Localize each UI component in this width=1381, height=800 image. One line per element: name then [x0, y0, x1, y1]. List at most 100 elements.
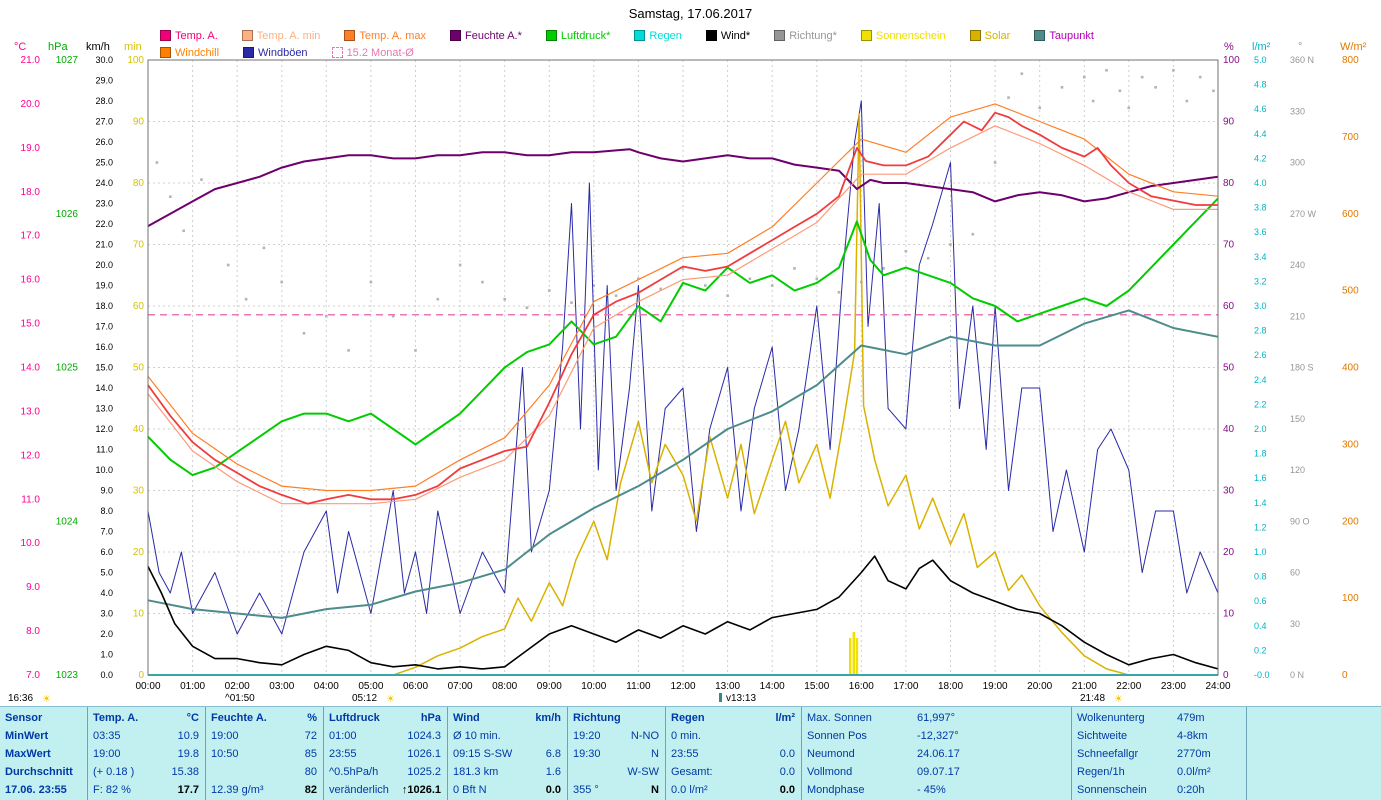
svg-text:27.0: 27.0 [95, 117, 113, 127]
legend-item-solar: Solar [969, 29, 1011, 42]
svg-text:1.6: 1.6 [1254, 473, 1267, 483]
legend-label: Solar [984, 29, 1011, 42]
column-header-label: Feuchte A. [211, 712, 267, 724]
svg-text:4.0: 4.0 [100, 588, 113, 598]
info-label: Mondphase [807, 784, 865, 796]
column-header-label: Luftdruck [329, 712, 380, 724]
table-cell-row: 09:15 S-SW 6.8 [448, 745, 567, 763]
legend-label: Temp. A. max [359, 29, 427, 42]
svg-text:08:00: 08:00 [492, 681, 517, 692]
legend-label: Wind* [720, 29, 751, 42]
svg-text:04:00: 04:00 [314, 681, 339, 692]
table-col-luftdruck: Luftdruck hPa 01:00 1024.3 23:55 1026.1 ^0.5hP… [324, 707, 448, 800]
svg-text:5.0: 5.0 [1254, 55, 1267, 65]
x-axis-labels: 00:00 01:00 02:00 03:00 04:00 05:00 06:00 07:00… [135, 681, 1230, 692]
svg-text:100: 100 [1223, 55, 1240, 66]
legend-item-taupunkt: Taupunkt [1034, 30, 1094, 42]
info-row: Regen/1h 0.0l/m² [1072, 763, 1246, 781]
svg-text:29.0: 29.0 [95, 76, 113, 86]
svg-text:-0.0: -0.0 [1254, 670, 1270, 680]
svg-text:180 S: 180 S [1290, 363, 1314, 373]
svg-text:9.0: 9.0 [100, 486, 113, 496]
axis-unit-deg: ° [1298, 41, 1302, 53]
table-cell-row: 181.3 km 1.6 [448, 763, 567, 781]
column-header-unit: km/h [535, 712, 561, 724]
chart-legend: Temp. A. Temp. A. min Temp. A. max Feuchte … [160, 28, 1094, 62]
cell-value: 10.9 [177, 730, 199, 742]
legend-item-richtung-: Richtung* [774, 30, 837, 42]
cell-detail: 19:00 [93, 748, 121, 760]
svg-text:300: 300 [1342, 439, 1359, 450]
info-row: Sonnenschein 0:20h [1072, 781, 1246, 799]
info-value: 0.0l/m² [1177, 766, 1211, 778]
series-wind [147, 555, 1219, 670]
column-header-unit: hPa [420, 712, 441, 724]
svg-text:100: 100 [1342, 593, 1359, 604]
info-row: Vollmond 09.07.17 [802, 763, 1071, 781]
moonset-tick-icon [719, 693, 722, 702]
svg-text:19:00: 19:00 [983, 681, 1008, 692]
svg-text:500: 500 [1342, 286, 1359, 297]
cell-value: ↑1026.1 [401, 784, 441, 796]
svg-text:70: 70 [133, 240, 145, 251]
svg-text:3.0: 3.0 [100, 609, 113, 619]
cell-value: N [651, 784, 659, 796]
column-header-unit: % [307, 712, 317, 724]
time-marker-label: v13:13 [726, 693, 756, 704]
legend-item-windchill: Windchill [160, 47, 219, 59]
info-label: Max. Sonnen [807, 712, 872, 724]
svg-text:3.6: 3.6 [1254, 227, 1267, 237]
table-col-temp-a-: Temp. A. °C 03:35 10.9 19:00 19.8 (+ 0.18 ) 15.… [88, 707, 206, 800]
svg-text:240: 240 [1290, 260, 1305, 270]
svg-text:40: 40 [1223, 424, 1235, 435]
legend-color-swatch [860, 30, 872, 41]
cell-detail: ^0.5hPa/h [329, 766, 379, 778]
svg-text:2.8: 2.8 [1254, 326, 1267, 336]
table-cell-row: 80 [206, 763, 323, 781]
svg-text:700: 700 [1342, 132, 1359, 143]
svg-text:18:00: 18:00 [938, 681, 963, 692]
y-axis-wm2: 800 700 600 500 400 300 200 100 0 [1342, 55, 1359, 681]
svg-text:16.0: 16.0 [95, 342, 113, 352]
axis-unit-wm2: W/m² [1340, 41, 1367, 53]
svg-text:13.0: 13.0 [21, 406, 41, 417]
legend-item-luftdruck-: Luftdruck* [545, 29, 611, 42]
cell-detail: 09:15 S-SW [453, 748, 513, 760]
legend-label: Windböen [258, 46, 308, 59]
table-row-label: Sensor [0, 709, 87, 727]
row-label-text: Durchschnitt [5, 766, 73, 778]
info-row: Schneefallgr 2770m [1072, 745, 1246, 763]
svg-text:12.0: 12.0 [95, 424, 113, 434]
svg-text:80: 80 [1223, 178, 1235, 189]
column-header-label: Regen [671, 712, 705, 724]
cell-value: 0.0 [779, 748, 795, 760]
svg-text:20: 20 [1223, 547, 1235, 558]
table-cell-row: 19:20 N-NO [568, 727, 665, 745]
svg-text:6.0: 6.0 [100, 547, 113, 557]
svg-text:20: 20 [133, 547, 145, 558]
svg-text:17.0: 17.0 [21, 231, 41, 242]
table-cell-row: W-SW [568, 763, 665, 781]
info-label: Wolkenunterg [1077, 712, 1145, 724]
info-label: Regen/1h [1077, 766, 1125, 778]
legend-label: Luftdruck* [560, 29, 611, 42]
svg-text:5.0: 5.0 [100, 568, 113, 578]
cell-detail: Gesamt: [671, 766, 713, 778]
svg-text:10: 10 [133, 609, 145, 620]
time-marker-label: 21:48 [1080, 693, 1105, 704]
sun-icon: ☀ [1114, 694, 1123, 705]
legend-label: Richtung* [789, 29, 837, 42]
svg-text:21.0: 21.0 [95, 240, 113, 250]
svg-text:03:00: 03:00 [269, 681, 294, 692]
svg-text:200: 200 [1342, 516, 1359, 527]
cell-detail [211, 763, 305, 781]
svg-text:30.0: 30.0 [95, 55, 113, 65]
cell-detail: 12.39 g/m³ [211, 784, 264, 796]
table-cell-row: 0 min. [666, 727, 801, 745]
svg-text:360 N: 360 N [1290, 55, 1314, 65]
info-row: Sonnen Pos -12,327° [802, 727, 1071, 745]
legend-color-swatch [634, 30, 646, 41]
info-value: 479m [1177, 712, 1205, 724]
svg-text:60: 60 [133, 301, 145, 312]
